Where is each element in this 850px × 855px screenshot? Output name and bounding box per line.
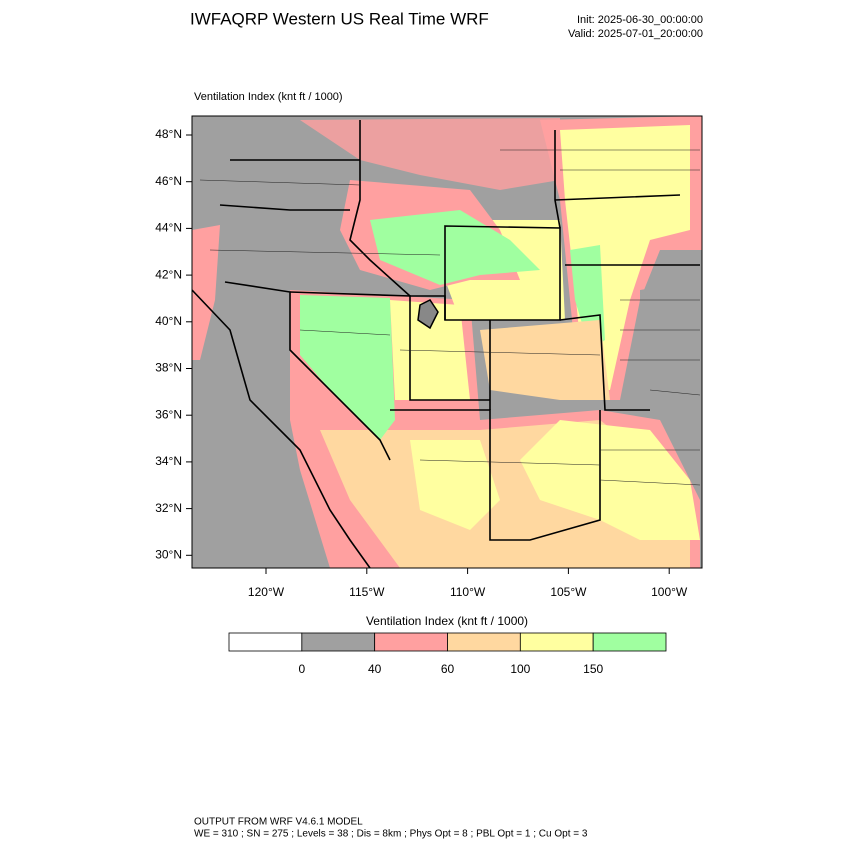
field-label: Ventilation Index (knt ft / 1000) bbox=[194, 91, 343, 103]
colorbar-label: 100 bbox=[510, 662, 530, 676]
colorbar-label: 0 bbox=[298, 662, 305, 676]
lon-label: 105°W bbox=[550, 585, 587, 599]
colorbar: 0 40 60 100 150 bbox=[228, 632, 667, 676]
lat-label: 48°N bbox=[155, 127, 182, 141]
lon-label: 110°W bbox=[450, 585, 486, 599]
colorbar-box bbox=[374, 632, 448, 652]
footer-line: OUTPUT FROM WRF V4.6.1 MODEL bbox=[194, 817, 363, 828]
lat-label: 36°N bbox=[155, 407, 182, 421]
lon-label: 100°W bbox=[651, 585, 688, 599]
lat-label: 44°N bbox=[155, 221, 182, 235]
colorbar-box bbox=[228, 632, 303, 652]
footer-line: WE = 310 ; SN = 275 ; Levels = 38 ; Dis … bbox=[194, 829, 588, 840]
title: IWFAQRP Western US Real Time WRF bbox=[190, 9, 489, 28]
colorbar-label: 60 bbox=[441, 662, 455, 676]
lat-label: 46°N bbox=[155, 174, 182, 188]
lon-label: 120°W bbox=[248, 585, 285, 599]
colorbar-box bbox=[592, 632, 667, 652]
lon-labels: 120°W 115°W 110°W 105°W 100°W bbox=[248, 568, 688, 599]
colorbar-box bbox=[301, 632, 376, 652]
map-frame bbox=[191, 115, 703, 569]
colorbar-label: 40 bbox=[368, 662, 382, 676]
colorbar-title: Ventilation Index (knt ft / 1000) bbox=[366, 614, 528, 628]
colorbar-box bbox=[447, 632, 521, 652]
map bbox=[192, 116, 702, 568]
colorbar-label: 150 bbox=[583, 662, 603, 676]
lon-label: 115°W bbox=[349, 585, 385, 599]
lat-label: 32°N bbox=[155, 501, 182, 515]
colorbar-box bbox=[519, 632, 594, 652]
lat-label: 40°N bbox=[155, 314, 182, 328]
lat-label: 42°N bbox=[155, 267, 182, 281]
lat-label: 34°N bbox=[155, 454, 182, 468]
lat-labels: 48°N 46°N 44°N 42°N 40°N 38°N 36°N 34°N 32°N 30°N bbox=[155, 127, 192, 561]
valid-time: Valid: 2025-07-01_20:00:00 bbox=[568, 28, 703, 40]
lat-label: 30°N bbox=[155, 547, 182, 561]
init-time: Init: 2025-06-30_00:00:00 bbox=[577, 14, 703, 26]
lat-label: 38°N bbox=[155, 361, 182, 375]
